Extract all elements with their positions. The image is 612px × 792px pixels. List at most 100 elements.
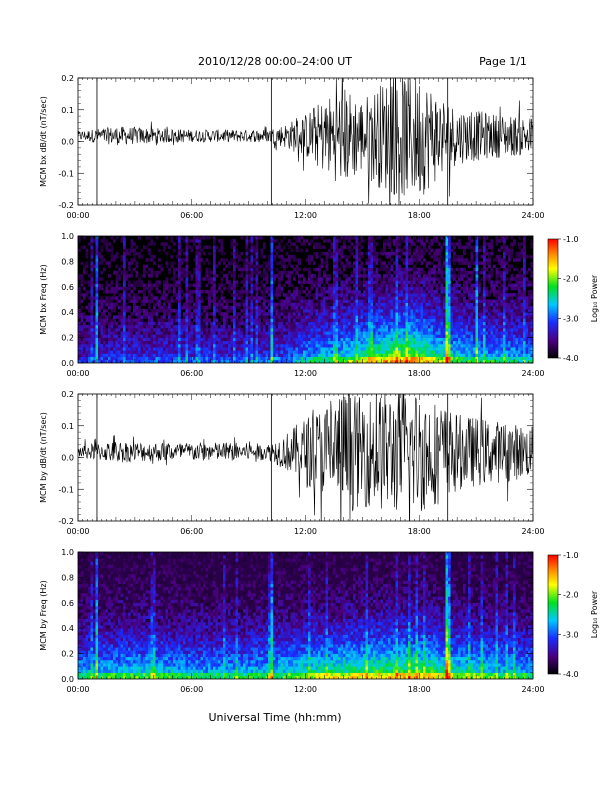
spectrogram-cell <box>298 258 301 262</box>
spectrogram-cell <box>350 309 354 313</box>
spectrogram-cell <box>125 353 129 357</box>
spectrogram-cell <box>205 318 209 323</box>
spectrogram-cell <box>315 245 319 249</box>
spectrogram-cell <box>428 277 431 281</box>
spectrogram-cell <box>228 334 231 338</box>
spectrogram-cell <box>308 261 311 265</box>
spectrogram-cell <box>438 353 441 357</box>
spectrogram-cell <box>420 293 424 297</box>
spectrogram-cell <box>165 296 169 300</box>
spectrogram-cell <box>418 280 421 284</box>
spectrogram-cell <box>198 236 201 240</box>
spectrogram-cell <box>338 315 341 319</box>
spectrogram-cell <box>415 305 419 310</box>
spectrogram-cell <box>90 261 94 265</box>
spectrogram-cell <box>123 270 126 275</box>
spectrogram-cell <box>375 258 379 262</box>
spectrogram-cell <box>160 331 164 335</box>
spectrogram-cell <box>360 267 364 272</box>
spectrogram-cell <box>240 337 244 342</box>
spectrogram-cell <box>275 289 279 294</box>
spectrogram-cell <box>395 289 399 294</box>
spectrogram-cell <box>345 343 349 348</box>
spectrogram-cell <box>280 299 284 303</box>
spectrogram-cell <box>290 293 294 297</box>
spectrogram-cell <box>208 359 211 363</box>
spectrogram-cell <box>393 318 396 323</box>
spectrogram-cell <box>308 353 311 357</box>
spectrogram-cell <box>405 267 409 272</box>
spectrogram-cell <box>333 318 336 323</box>
spectrogram-cell <box>103 315 106 319</box>
spectrogram-cell <box>408 343 411 348</box>
spectrogram-cell <box>440 324 444 329</box>
spectrogram-cell <box>380 334 384 338</box>
spectrogram-cell <box>398 302 401 307</box>
spectrogram-cell <box>320 302 324 307</box>
spectrogram-cell <box>320 315 324 319</box>
spectrogram-cell <box>240 350 244 354</box>
spectrogram-cell <box>313 302 316 307</box>
spectrogram-cell <box>395 283 399 288</box>
spectrogram-cell <box>410 258 414 262</box>
spectrogram-cell <box>145 321 149 326</box>
spectrogram-cell <box>350 340 354 345</box>
spectrogram-cell <box>80 356 84 361</box>
spectrogram-cell <box>373 318 376 323</box>
spectrogram-cell <box>215 321 219 326</box>
spectrogram-cell <box>365 286 369 291</box>
spectrogram-cell <box>335 286 339 291</box>
spectrogram-cell <box>423 302 426 307</box>
spectrogram-cell <box>78 337 81 342</box>
spectrogram-cell <box>275 356 279 361</box>
spectrogram-cell <box>285 318 289 323</box>
spectrogram-cell <box>233 337 236 342</box>
spectrogram-cell <box>278 340 281 345</box>
spectrogram-cell <box>355 296 359 300</box>
spectrogram-cell <box>420 248 424 253</box>
spectrogram-cell <box>180 248 184 253</box>
spectrogram-cell <box>390 331 394 335</box>
spectrogram-cell <box>250 274 254 278</box>
spectrogram-cell <box>138 328 141 332</box>
spectrogram-cell <box>108 248 111 253</box>
spectrogram-cell <box>355 283 359 288</box>
spectrogram-cell <box>205 289 209 294</box>
spectrogram-cell <box>455 347 459 351</box>
spectrogram-cell <box>318 337 321 342</box>
spectrogram-cell <box>103 305 106 310</box>
spectrogram-cell <box>145 264 149 269</box>
spectrogram-cell <box>173 289 176 294</box>
spectrogram-cell <box>125 274 129 278</box>
spectrogram-cell <box>238 264 241 269</box>
spectrogram-cell <box>133 331 136 335</box>
spectrogram-cell <box>233 350 236 354</box>
spectrogram-cell <box>205 328 209 332</box>
spectrogram-cell <box>375 312 379 316</box>
spectrogram-cell <box>225 337 229 342</box>
spectrogram-cell <box>340 321 344 326</box>
spectrogram-cell <box>288 321 291 326</box>
spectrogram-cell <box>320 337 324 342</box>
spectrogram-cell <box>308 305 311 310</box>
spectrogram-cell <box>433 359 436 363</box>
spectrogram-cell <box>350 331 354 335</box>
spectrogram-cell <box>138 347 141 351</box>
spectrogram-cell <box>423 245 426 249</box>
spectrogram-cell <box>380 356 384 361</box>
spectrogram-cell <box>453 296 456 300</box>
spectrogram-cell <box>128 359 131 363</box>
spectrogram-cell <box>295 245 299 249</box>
spectrogram-cell <box>350 280 354 284</box>
spectrogram-cell <box>438 267 441 272</box>
spectrogram-cell <box>180 318 184 323</box>
y-axis-label: MCM bx dB/dt (nT/sec) <box>39 96 48 187</box>
spectrogram-cell <box>428 315 431 319</box>
spectrogram-cell <box>360 296 364 300</box>
spectrogram-cell <box>448 356 451 361</box>
spectrogram-cell <box>243 309 246 313</box>
spectrogram-cell <box>288 318 291 323</box>
spectrogram-cell <box>130 283 134 288</box>
spectrogram-cell <box>125 270 129 275</box>
spectrogram-cell <box>313 321 316 326</box>
